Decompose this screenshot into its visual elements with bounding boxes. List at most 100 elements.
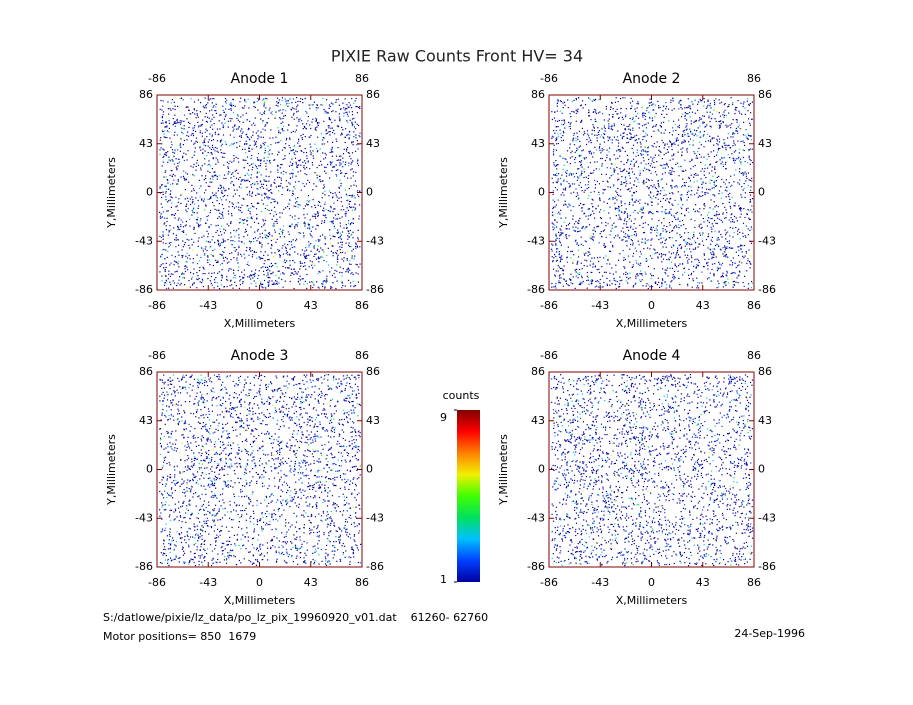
- hit-pixel: [606, 284, 608, 287]
- hit-pixel: [636, 103, 638, 105]
- hit-pixel: [725, 247, 727, 249]
- hit-pixel: [711, 263, 714, 265]
- hit-pixel: [736, 121, 738, 123]
- hit-pixel: [556, 139, 558, 141]
- hit-pixel: [186, 238, 188, 241]
- hit-pixel: [721, 192, 723, 194]
- hit-pixel: [192, 249, 194, 251]
- hit-pixel: [642, 116, 644, 118]
- hit-pixel: [336, 280, 338, 282]
- hit-pixel: [653, 156, 655, 158]
- hit-pixel: [574, 240, 576, 242]
- hit-pixel: [584, 189, 586, 191]
- hit-pixel: [179, 97, 181, 99]
- hit-pixel: [290, 131, 292, 133]
- hit-pixel: [252, 166, 254, 168]
- hit-pixel: [669, 141, 671, 143]
- hit-pixel: [205, 204, 207, 206]
- hit-pixel: [185, 234, 187, 236]
- hit-pixel: [358, 106, 360, 109]
- hit-pixel: [303, 283, 305, 285]
- hit-pixel: [256, 176, 258, 178]
- hit-pixel: [738, 156, 740, 158]
- hit-pixel: [318, 251, 320, 253]
- hit-pixel: [185, 255, 187, 257]
- hit-pixel: [574, 157, 577, 159]
- hit-pixel: [293, 205, 295, 207]
- hit-pixel: [271, 209, 273, 211]
- hit-pixel: [630, 138, 632, 140]
- hit-pixel: [562, 269, 565, 271]
- hit-pixel: [253, 206, 255, 208]
- hit-pixel: [618, 178, 620, 180]
- hit-pixel: [268, 160, 271, 162]
- hit-pixel: [229, 145, 231, 147]
- hit-pixel: [306, 155, 308, 157]
- hit-pixel: [170, 196, 172, 198]
- hit-pixel: [204, 158, 206, 160]
- hit-pixel: [351, 209, 354, 211]
- hit-pixel: [176, 122, 178, 124]
- hit-pixel: [708, 258, 710, 260]
- hit-pixel: [249, 276, 251, 278]
- hit-pixel: [262, 136, 264, 138]
- hit-pixel: [719, 248, 721, 250]
- hit-pixel: [683, 184, 686, 186]
- hit-pixel: [263, 106, 265, 108]
- hit-pixel: [687, 242, 689, 244]
- hit-pixel: [556, 251, 558, 253]
- hit-pixel: [268, 209, 270, 211]
- hit-pixel: [742, 103, 745, 105]
- hit-pixel: [239, 221, 242, 223]
- hit-pixel: [183, 159, 185, 162]
- hit-pixel: [335, 99, 337, 101]
- hit-pixel: [269, 277, 271, 279]
- hit-pixel: [681, 108, 683, 110]
- hit-pixel: [558, 275, 560, 277]
- hit-pixel: [347, 230, 349, 232]
- hit-pixel: [702, 195, 704, 197]
- hit-pixel: [198, 237, 200, 239]
- hit-pixel: [718, 99, 720, 101]
- hit-pixel: [568, 228, 570, 230]
- hit-pixel: [231, 161, 233, 163]
- hit-pixel: [262, 121, 264, 123]
- hit-pixel: [705, 188, 708, 190]
- hit-pixel: [683, 267, 685, 269]
- hit-pixel: [340, 234, 342, 236]
- hit-pixel: [578, 97, 580, 99]
- hit-pixel: [262, 120, 264, 122]
- hit-pixel: [317, 212, 319, 214]
- hit-pixel: [596, 134, 598, 136]
- hit-pixel: [584, 240, 586, 242]
- hit-pixel: [655, 252, 657, 254]
- hit-pixel: [165, 176, 167, 178]
- hit-pixel: [573, 223, 576, 225]
- hit-pixel: [623, 231, 625, 233]
- hit-pixel: [688, 274, 690, 276]
- hit-pixel: [692, 140, 694, 142]
- hit-pixel: [580, 161, 582, 163]
- hit-pixel: [562, 107, 564, 109]
- hit-pixel: [650, 244, 652, 246]
- hit-pixel: [680, 148, 682, 150]
- hit-pixel: [193, 109, 195, 111]
- hit-pixel: [315, 117, 317, 119]
- hit-pixel: [207, 241, 209, 243]
- hit-pixel: [291, 194, 293, 197]
- hit-pixel: [347, 115, 349, 117]
- hit-pixel: [572, 276, 574, 278]
- hit-pixel: [291, 102, 293, 104]
- hit-pixel: [189, 286, 191, 288]
- hit-pixel: [254, 231, 256, 233]
- hit-pixel: [335, 251, 337, 254]
- hit-pixel: [340, 172, 342, 174]
- hit-pixel: [631, 118, 634, 120]
- hit-pixel: [740, 102, 742, 104]
- hit-pixel: [580, 164, 582, 167]
- hit-pixel: [751, 118, 753, 120]
- hit-pixel: [668, 259, 670, 261]
- hit-pixel: [223, 251, 225, 253]
- hit-pixel: [568, 235, 570, 237]
- hit-pixel: [324, 170, 326, 172]
